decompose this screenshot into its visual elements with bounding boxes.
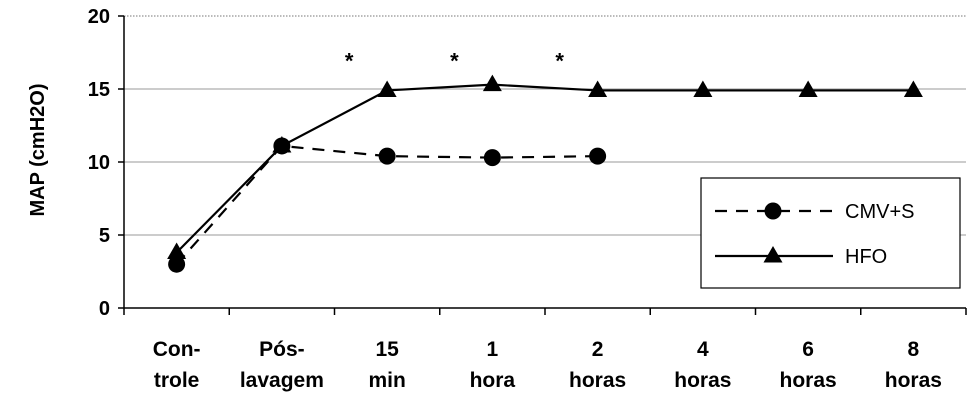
point-cmv-s-2 xyxy=(378,147,396,165)
y-tick-label-3: 15 xyxy=(88,79,110,101)
x-category-label-5: 4 horas xyxy=(674,338,731,392)
y-tick-label-2: 10 xyxy=(88,152,110,174)
x-category-label-7: 8 horas xyxy=(885,338,942,392)
y-tick-label-1: 5 xyxy=(99,225,110,247)
significance-annotations: * * * xyxy=(345,49,565,74)
y-tick-label-0: 0 xyxy=(99,298,110,320)
y-axis-title: MAP (cmH2O) xyxy=(27,84,49,217)
point-hfo-5 xyxy=(693,80,713,97)
legend-label-hfo: HFO xyxy=(845,246,887,268)
legend-label-cmv-s: CMV+S xyxy=(845,201,914,223)
x-category-label-3: 1 hora xyxy=(470,338,516,392)
legend-marker-hfo xyxy=(763,246,783,263)
x-category-label-4: 2 horas xyxy=(569,338,626,392)
significance-star-0: * xyxy=(345,49,354,74)
point-hfo-7 xyxy=(903,80,923,97)
series-cmv-s xyxy=(168,137,607,273)
series-line-cmv-s xyxy=(175,144,598,265)
legend-box xyxy=(700,177,961,289)
point-cmv-s-1 xyxy=(273,137,291,155)
point-hfo-3 xyxy=(482,74,502,92)
y-tick-labels: 0 5 10 15 20 xyxy=(88,6,124,320)
point-hfo-0 xyxy=(167,242,187,260)
point-cmv-s-3 xyxy=(483,149,501,167)
point-cmv-s-0 xyxy=(168,255,186,273)
legend: CMV+S HFO xyxy=(700,177,961,289)
x-tick-labels: Con-trole Pós-lavagem 15 min 1 hora 2 horas 4 hor… xyxy=(123,308,967,392)
significance-star-2: * xyxy=(555,49,564,74)
x-category-label-6: 6 horas xyxy=(780,338,837,392)
point-cmv-s-4 xyxy=(589,147,607,165)
x-category-label-0: Con-trole xyxy=(153,338,201,392)
point-hfo-2 xyxy=(377,80,397,97)
series-line-hfo xyxy=(175,83,914,254)
point-hfo-4 xyxy=(588,80,608,97)
significance-star-1: * xyxy=(450,49,459,74)
x-category-label-2: 15 min xyxy=(368,338,405,392)
legend-marker-cmv-s xyxy=(764,202,782,220)
x-category-label-1: Pós-lavagem xyxy=(240,338,324,392)
point-hfo-6 xyxy=(798,80,818,97)
y-tick-label-4: 20 xyxy=(88,6,110,28)
series xyxy=(167,74,923,273)
